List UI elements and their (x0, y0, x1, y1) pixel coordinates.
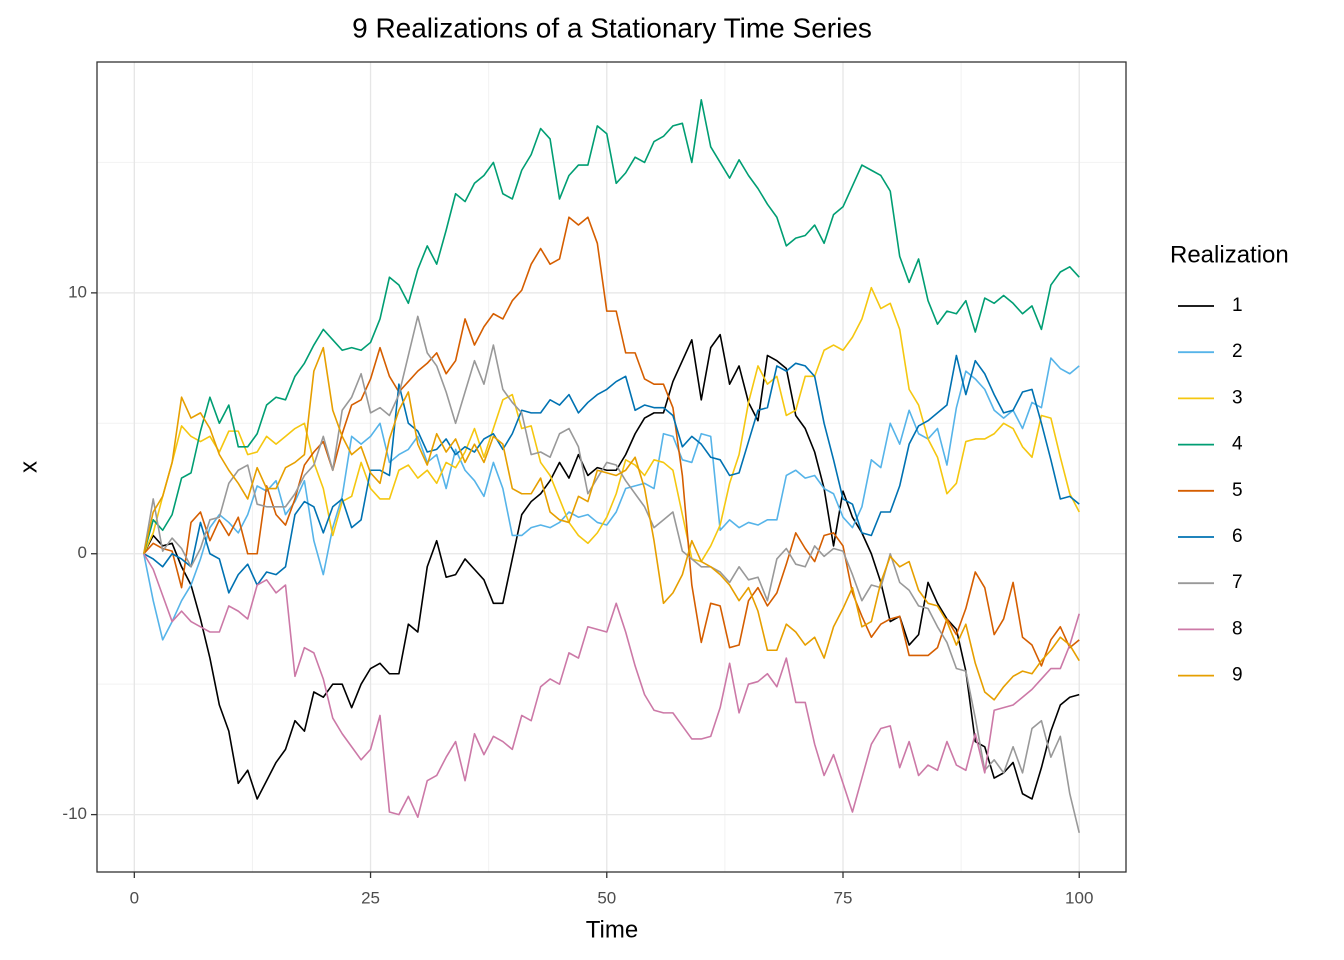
axes: 0 25 50 75 100 -10 0 10 (62, 282, 1093, 907)
legend-label: 1 (1232, 295, 1243, 316)
y-tick-label: 10 (68, 282, 87, 301)
x-tick-label: 50 (597, 888, 616, 907)
series-line (142, 357, 1080, 641)
legend-label: 8 (1232, 618, 1243, 639)
legend-label: 4 (1232, 434, 1243, 455)
series-line (142, 99, 1080, 554)
series-line (143, 216, 1080, 667)
legend: Realization 1 2 3 4 5 6 7 8 9 (1170, 241, 1289, 685)
chart-title: 9 Realizations of a Stationary Time Seri… (352, 12, 872, 43)
x-tick-label: 100 (1065, 888, 1093, 907)
grid (97, 62, 1126, 872)
y-tick-label: -10 (62, 804, 87, 823)
legend-label: 5 (1232, 480, 1243, 501)
legend-label: 2 (1232, 341, 1243, 362)
legend-label: 7 (1232, 572, 1243, 593)
x-tick-label: 75 (834, 888, 853, 907)
panel-background (97, 62, 1126, 872)
y-axis-label: x (15, 461, 42, 473)
legend-label: 9 (1232, 665, 1243, 686)
series-line (143, 553, 1080, 819)
legend-label: 3 (1232, 387, 1243, 408)
series-line (143, 286, 1080, 563)
legend-title: Realization (1170, 241, 1289, 268)
legend-label: 6 (1232, 526, 1243, 547)
x-axis-label: Time (586, 916, 638, 943)
series-line (143, 354, 1080, 594)
series-line (142, 315, 1081, 834)
panel-border (96, 61, 1127, 873)
lines (142, 99, 1081, 834)
y-tick-label: 0 (78, 543, 87, 562)
x-tick-label: 0 (130, 888, 139, 907)
x-tick-label: 25 (361, 888, 380, 907)
series-line (143, 333, 1080, 800)
series-line (142, 346, 1080, 701)
